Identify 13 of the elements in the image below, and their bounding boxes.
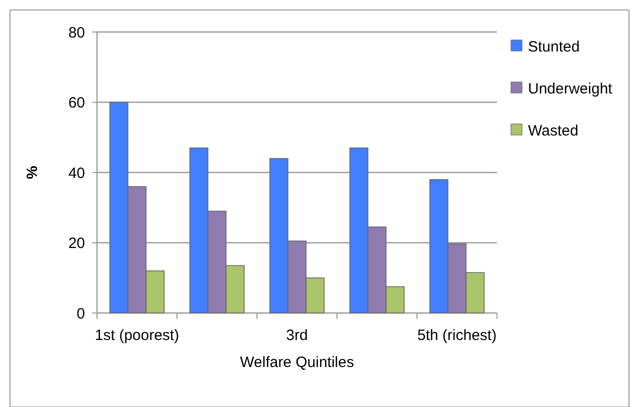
y-tick-label: 20	[68, 235, 85, 252]
legend-label: Stunted	[528, 38, 580, 56]
x-tick-label: 5th (richest)	[417, 327, 497, 344]
x-axis-title: Welfare Quintiles	[240, 354, 354, 371]
y-tick-label: 80	[68, 24, 85, 42]
y-tick-label: 60	[68, 94, 85, 112]
legend-label: Wasted	[528, 122, 578, 140]
y-tick-label: 0	[76, 305, 85, 322]
x-tick-label: 1st (poorest)	[94, 327, 180, 344]
legend-label: Underweight	[528, 80, 614, 98]
x-tick-label: 3rd	[286, 327, 308, 344]
y-axis-title: %	[24, 166, 41, 180]
y-tick-label: 40	[68, 164, 85, 182]
